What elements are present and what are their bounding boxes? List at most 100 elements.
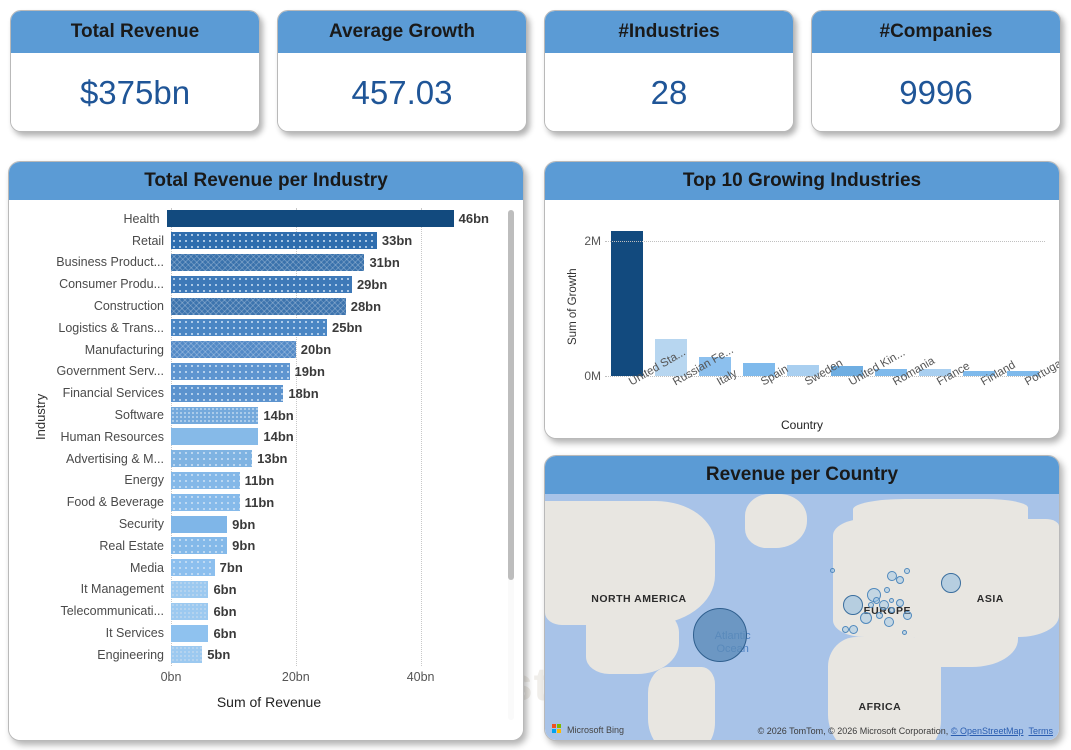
bar[interactable] bbox=[171, 515, 228, 533]
bar[interactable] bbox=[171, 493, 240, 511]
bar-row[interactable]: Software 14bn bbox=[49, 404, 489, 426]
map-bubble[interactable] bbox=[895, 576, 904, 585]
bar[interactable] bbox=[166, 210, 454, 228]
bar[interactable] bbox=[171, 471, 240, 489]
column-bar[interactable] bbox=[698, 357, 732, 376]
chart-plot-area[interactable]: 0M 2M bbox=[584, 214, 1045, 383]
bar[interactable] bbox=[171, 450, 253, 468]
bar-container: 28bn bbox=[171, 295, 489, 317]
chart-scrollbar[interactable] bbox=[508, 210, 514, 720]
bar-row[interactable]: Advertising & M... 13bn bbox=[49, 448, 489, 470]
map-bubble[interactable] bbox=[904, 567, 911, 574]
column-bar[interactable] bbox=[610, 230, 644, 376]
bar-row[interactable]: Government Serv... 19bn bbox=[49, 361, 489, 383]
bar-container: 6bn bbox=[171, 600, 489, 622]
bar-chart-revenue[interactable]: Industry Health 46bn Retail 33bn Business Pr… bbox=[9, 200, 523, 740]
bar-row[interactable]: Health 46bn bbox=[49, 208, 489, 230]
bar[interactable] bbox=[171, 406, 259, 424]
column-bars[interactable] bbox=[605, 214, 1045, 376]
bar-row[interactable]: Food & Beverage 11bn bbox=[49, 491, 489, 513]
column-bar[interactable] bbox=[918, 369, 952, 376]
panel-top-10-growing-industries[interactable]: Top 10 Growing Industries Sum of Growth … bbox=[544, 161, 1060, 439]
bar-row[interactable]: Real Estate 9bn bbox=[49, 535, 489, 557]
map-bubble[interactable] bbox=[883, 587, 890, 594]
bar-row[interactable]: Media 7bn bbox=[49, 557, 489, 579]
bar-row[interactable]: It Management 6bn bbox=[49, 579, 489, 601]
bar-row[interactable]: Consumer Produ... 29bn bbox=[49, 273, 489, 295]
column-bar[interactable] bbox=[654, 338, 688, 376]
map-bubble[interactable] bbox=[848, 625, 858, 635]
map-bubble[interactable] bbox=[884, 617, 895, 628]
panel-total-revenue-per-industry[interactable]: Total Revenue per Industry Industry Heal… bbox=[8, 161, 524, 741]
bing-label: Microsoft Bing bbox=[567, 724, 625, 735]
map-bubble[interactable] bbox=[879, 600, 890, 611]
map-canvas[interactable]: NORTH AMERICA EUROPE ASIA AFRICA Atlanti… bbox=[545, 494, 1059, 740]
bar[interactable] bbox=[171, 384, 284, 402]
bar-category-label: Financial Services bbox=[62, 386, 164, 401]
bar[interactable] bbox=[171, 602, 209, 620]
bar[interactable] bbox=[171, 341, 296, 359]
bar[interactable] bbox=[171, 646, 203, 664]
bar-row[interactable]: Logistics & Trans... 25bn bbox=[49, 317, 489, 339]
bar-container: 14bn bbox=[171, 404, 489, 426]
column-bar[interactable] bbox=[786, 364, 820, 376]
bar-row[interactable]: Business Product... 31bn bbox=[49, 252, 489, 274]
microsoft-bing-icon bbox=[552, 724, 563, 735]
column-bar[interactable] bbox=[1006, 371, 1040, 376]
bar-row[interactable]: Retail 33bn bbox=[49, 230, 489, 252]
x-label-slot: United Kin... bbox=[825, 347, 907, 420]
bar[interactable] bbox=[171, 297, 346, 315]
scrollbar-thumb[interactable] bbox=[508, 210, 514, 580]
map-bubble[interactable] bbox=[860, 611, 873, 624]
land-greenland bbox=[745, 494, 808, 549]
bar-row[interactable]: Financial Services 18bn bbox=[49, 382, 489, 404]
kpi-card-industries[interactable]: #Industries 28 bbox=[544, 10, 794, 132]
panel-revenue-per-country[interactable]: Revenue per Country NORTH AMERICA EUROPE… bbox=[544, 455, 1060, 741]
bar-row[interactable]: Security 9bn bbox=[49, 513, 489, 535]
map-bubble[interactable] bbox=[888, 607, 895, 614]
bar-row[interactable]: Human Resources 14bn bbox=[49, 426, 489, 448]
map-bubble[interactable] bbox=[692, 607, 747, 662]
map-bubble[interactable] bbox=[842, 626, 850, 634]
bar[interactable] bbox=[171, 362, 290, 380]
map-bubble[interactable] bbox=[895, 598, 904, 607]
bar[interactable] bbox=[171, 624, 209, 642]
map-bubble[interactable] bbox=[941, 572, 962, 593]
map-bubble[interactable] bbox=[843, 595, 864, 616]
bar-row[interactable]: Construction 28bn bbox=[49, 295, 489, 317]
kpi-card-companies[interactable]: #Companies 9996 bbox=[811, 10, 1061, 132]
column-bar[interactable] bbox=[874, 368, 908, 376]
bar[interactable] bbox=[171, 559, 215, 577]
column-bar[interactable] bbox=[830, 365, 864, 376]
map-bubble[interactable] bbox=[889, 597, 895, 603]
map-bubble[interactable] bbox=[902, 610, 912, 620]
column-chart-growth[interactable]: Sum of Growth 0M 2M United Sta... Russian … bbox=[545, 200, 1059, 438]
bar[interactable] bbox=[171, 319, 327, 337]
bar-row[interactable]: Energy 11bn bbox=[49, 470, 489, 492]
bar-container: 5bn bbox=[171, 644, 489, 666]
bar-row[interactable]: Telecommunicati... 6bn bbox=[49, 600, 489, 622]
map-bubble[interactable] bbox=[902, 629, 908, 635]
map-bubble[interactable] bbox=[868, 602, 875, 609]
map-bubble[interactable] bbox=[886, 570, 897, 581]
bar[interactable] bbox=[171, 232, 377, 250]
map-bubble[interactable] bbox=[873, 596, 881, 604]
bar[interactable] bbox=[171, 275, 352, 293]
map-bubble[interactable] bbox=[875, 611, 883, 619]
bar[interactable] bbox=[171, 253, 365, 271]
bar-rows[interactable]: Health 46bn Retail 33bn Business Product... 3… bbox=[49, 208, 489, 666]
map-chart-revenue-per-country[interactable]: NORTH AMERICA EUROPE ASIA AFRICA Atlanti… bbox=[545, 494, 1059, 740]
terms-link[interactable]: Terms bbox=[1028, 726, 1054, 736]
bar-row[interactable]: It Services 6bn bbox=[49, 622, 489, 644]
bar-row[interactable]: Manufacturing 20bn bbox=[49, 339, 489, 361]
column-bar[interactable] bbox=[742, 363, 776, 376]
map-bubble[interactable] bbox=[830, 568, 836, 574]
column-bar[interactable] bbox=[962, 370, 996, 376]
bar[interactable] bbox=[171, 580, 209, 598]
kpi-card-average-growth[interactable]: Average Growth 457.03 bbox=[277, 10, 527, 132]
bar[interactable] bbox=[171, 428, 259, 446]
kpi-card-total-revenue[interactable]: Total Revenue $375bn bbox=[10, 10, 260, 132]
bar[interactable] bbox=[171, 537, 228, 555]
bar-row[interactable]: Engineering 5bn bbox=[49, 644, 489, 666]
openstreetmap-link[interactable]: © OpenStreetMap bbox=[950, 726, 1024, 736]
